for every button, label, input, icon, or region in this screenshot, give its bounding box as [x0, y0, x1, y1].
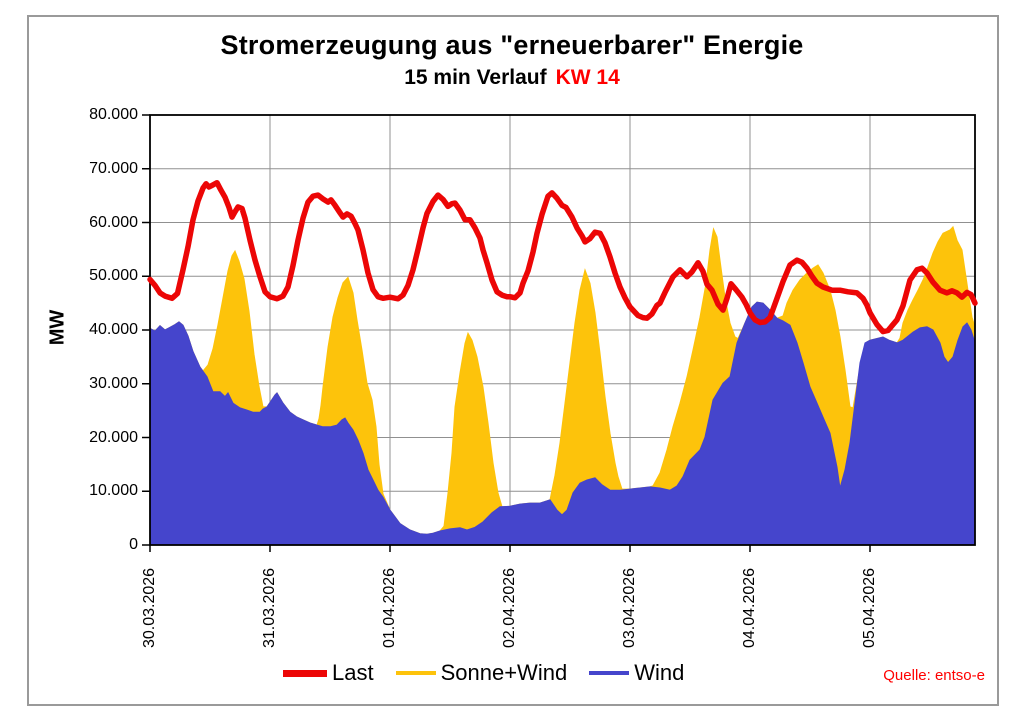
y-tick-label: 60.000 — [89, 213, 138, 231]
x-tick-label: 03.04.2026 — [621, 567, 638, 648]
x-tick-label: 04.04.2026 — [741, 567, 758, 648]
legend-item-wind: Wind — [589, 660, 684, 686]
legend-label: Wind — [634, 660, 685, 685]
legend-item-last: Last — [283, 660, 374, 686]
legend-label: Last — [332, 660, 374, 685]
y-tick-label: 80.000 — [89, 106, 138, 123]
y-tick-label: 70.000 — [89, 159, 138, 177]
x-tick-label: 30.03.2026 — [141, 567, 158, 648]
chart-subtitle: 15 min Verlauf KW 14 — [0, 66, 1024, 90]
legend-marker — [395, 671, 436, 675]
x-tick-label: 02.04.2026 — [501, 567, 518, 648]
y-tick-label: 50.000 — [89, 267, 138, 285]
y-tick-label: 20.000 — [89, 428, 138, 446]
chart-title: Stromerzeugung aus "erneuerbarer" Energi… — [220, 30, 804, 60]
legend-marker — [589, 671, 630, 675]
y-tick-label: 40.000 — [89, 321, 138, 338]
legend-label: Sonne+Wind — [440, 660, 568, 685]
y-tick-label: 10.000 — [89, 482, 138, 500]
area-wind — [149, 301, 976, 546]
x-tick-label: 01.04.2026 — [381, 567, 398, 648]
x-tick-label: 31.03.2026 — [261, 567, 278, 648]
source-note: Quelle: entso-e — [883, 667, 985, 684]
y-tick-label: 30.000 — [89, 374, 138, 392]
legend-item-sonne-wind: Sonne+Wind — [395, 660, 568, 686]
y-tick-label: 0 — [129, 536, 138, 553]
chart-legend: Last Sonne+Wind Wind — [283, 660, 684, 686]
subtitle-text: 15 min Verlauf — [404, 66, 547, 89]
x-tick-label: 05.04.2026 — [861, 567, 878, 648]
line-last — [147, 179, 978, 335]
legend-marker — [283, 669, 327, 677]
subtitle-week-badge: KW 14 — [555, 66, 620, 89]
